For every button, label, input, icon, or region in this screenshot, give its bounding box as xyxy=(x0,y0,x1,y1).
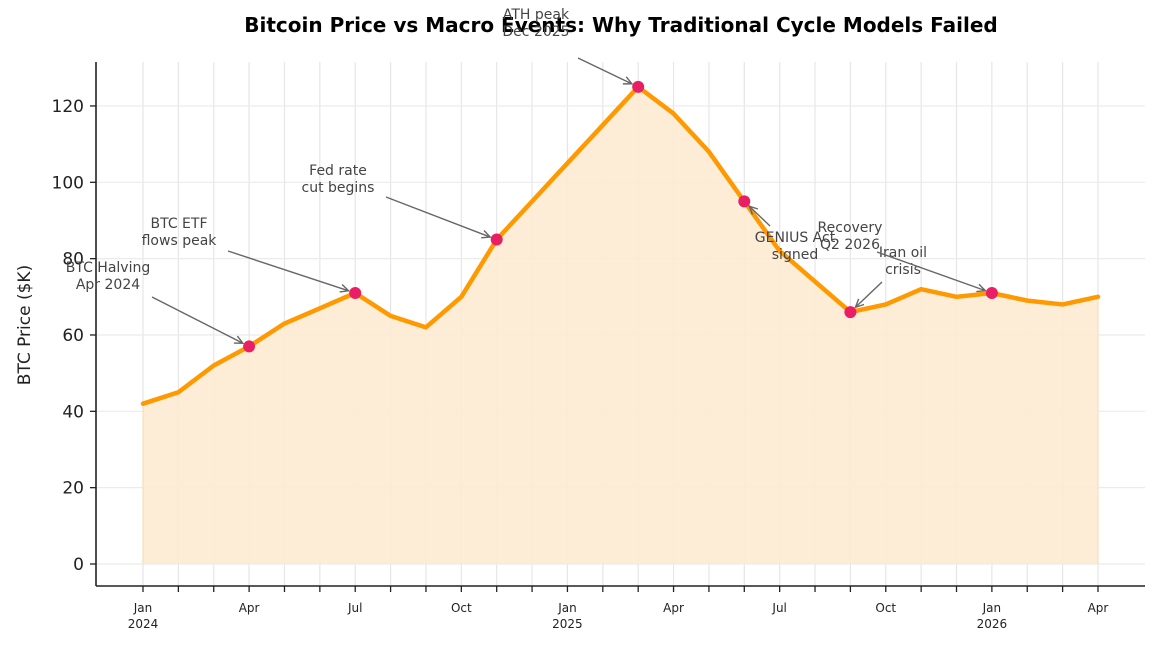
event-marker xyxy=(349,286,362,299)
event-marker xyxy=(632,80,645,93)
annotation-label: Iran oil xyxy=(879,245,927,261)
x-tick-label: Jan xyxy=(557,601,577,615)
annotation-arrowhead xyxy=(481,230,492,239)
annotation-label: Recovery xyxy=(818,220,883,236)
x-tick-label: Jan xyxy=(133,601,153,615)
event-marker xyxy=(738,195,751,208)
annotation-label: Fed rate xyxy=(309,163,367,179)
annotation-arrowhead xyxy=(976,283,987,293)
chart-title: Bitcoin Price vs Macro Events: Why Tradi… xyxy=(244,13,998,37)
ticks: 0 20 40 60 80 100 120 Jan 2024 Apr Jul Oct Jan 2025 Ap… xyxy=(52,97,1109,631)
annotation-arrow xyxy=(385,196,491,238)
annotation-label: ATH peak xyxy=(503,7,570,23)
annotation-label: Q2 2026 xyxy=(820,237,880,253)
x-tick-label: 2026 xyxy=(977,617,1008,631)
annotation-arrowhead xyxy=(233,335,245,344)
x-tick-label: Jul xyxy=(771,601,786,615)
x-tick-label: Apr xyxy=(239,601,260,615)
y-tick-label: 0 xyxy=(73,555,84,575)
y-tick-label: 60 xyxy=(62,326,84,346)
annotation-label: GENIUS Act xyxy=(755,230,836,246)
annotation-arrow xyxy=(876,251,986,292)
x-tick-label: Apr xyxy=(1088,601,1109,615)
annotation-arrow xyxy=(577,57,633,85)
x-tick-label: 2024 xyxy=(128,617,159,631)
annotation-arrowhead xyxy=(854,298,865,309)
annotation-label: signed xyxy=(772,247,818,263)
annotation-arrow xyxy=(854,281,883,308)
annotation-arrowhead xyxy=(339,284,351,293)
price-line xyxy=(140,84,1101,406)
annotation-label: Dec 2025 xyxy=(502,24,569,40)
event-marker xyxy=(490,233,503,246)
annotation-label: Apr 2024 xyxy=(76,277,140,293)
y-axis-label: BTC Price ($K) xyxy=(15,265,35,385)
annotation-label: BTC Halving xyxy=(66,260,151,276)
markers xyxy=(243,80,998,353)
x-tick-label: 2025 xyxy=(552,617,583,631)
x-tick-label: Apr xyxy=(663,601,684,615)
annotation-label: crisis xyxy=(885,262,921,278)
x-tick-label: Oct xyxy=(875,601,896,615)
event-marker xyxy=(243,340,256,353)
x-tick-label: Jan xyxy=(982,601,1002,615)
annotation-arrowhead xyxy=(622,76,634,85)
annotation-label: BTC ETF xyxy=(150,216,207,232)
event-marker xyxy=(844,306,857,319)
annotation-label: flows peak xyxy=(142,233,218,249)
event-marker xyxy=(985,286,998,299)
annotation-arrow xyxy=(748,205,771,227)
y-tick-label: 20 xyxy=(62,479,84,499)
annotation-label: cut begins xyxy=(302,180,375,196)
area-layer xyxy=(140,84,1101,564)
y-tick-label: 120 xyxy=(52,97,84,117)
annotation-arrowhead xyxy=(748,205,759,215)
axes xyxy=(95,62,1145,587)
y-tick-label: 40 xyxy=(62,402,84,422)
y-tick-label: 80 xyxy=(62,250,84,270)
annotation-arrow xyxy=(151,296,244,344)
annotation-arrow xyxy=(227,250,349,292)
x-tick-label: Jul xyxy=(347,601,362,615)
x-tick-label: Oct xyxy=(451,601,472,615)
y-tick-label: 100 xyxy=(52,173,84,193)
price-area-fill xyxy=(143,86,1098,564)
